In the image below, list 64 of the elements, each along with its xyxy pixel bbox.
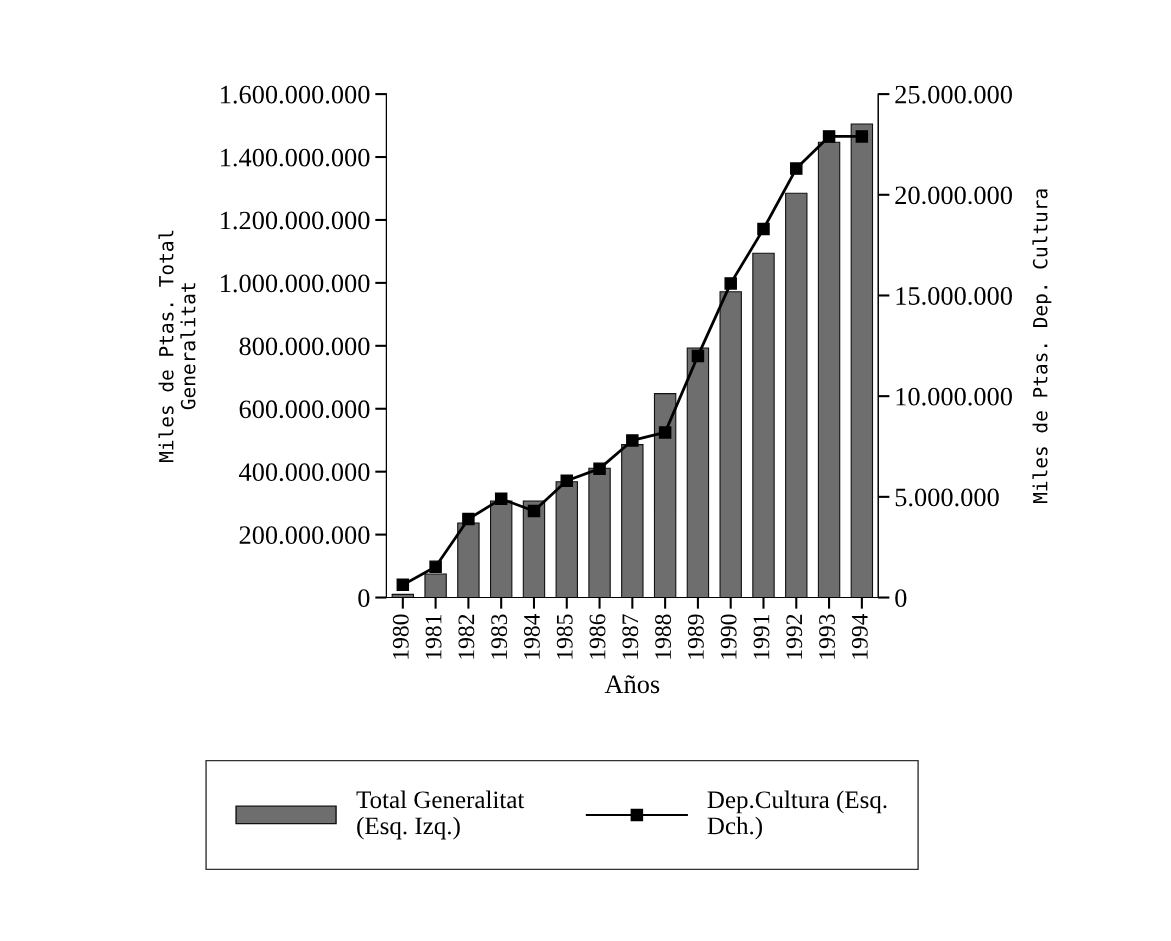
y2-tick-label: 15.000.000 — [896, 287, 1012, 305]
legend-label: Total Generalitat (Esq. Izq.) — [356, 790, 525, 840]
x-tick-label: 1984 — [523, 613, 540, 659]
bar — [719, 291, 742, 598]
bar — [752, 252, 775, 598]
x-tick-label: 1987 — [622, 614, 639, 659]
legend-label: Dep.Cultura (Esq. Dch.) — [707, 790, 887, 840]
x-tick-label: 1981 — [425, 614, 442, 659]
x-tick-label: 1985 — [556, 614, 573, 659]
point — [855, 130, 869, 143]
y2-tick-label: 0 — [895, 589, 907, 607]
y-tick-label: 1.000.000.000 — [221, 274, 370, 293]
y2-tick-label: 25.000.000 — [895, 85, 1012, 104]
y-tick-label: 1.600.000.000 — [221, 85, 370, 104]
x-tick-label: 1989 — [687, 614, 704, 659]
point — [626, 434, 639, 447]
bar — [785, 192, 808, 598]
point — [527, 504, 541, 518]
bar — [653, 393, 677, 598]
x-tick-label: 1982 — [458, 614, 475, 659]
y-tick-label: 600.000.000 — [239, 400, 370, 419]
point — [429, 560, 442, 573]
x-axis-title: Años — [604, 675, 660, 694]
y-tick-label: 1.400.000.000 — [221, 148, 370, 167]
bar — [489, 500, 513, 598]
point — [658, 426, 672, 439]
point — [724, 277, 737, 290]
point — [593, 462, 606, 475]
y-axis-title: Miles de Ptas. Total Generalitat — [158, 230, 196, 463]
x-tick-label: 1988 — [655, 614, 672, 659]
x-tick-label: 1986 — [589, 614, 606, 659]
point — [757, 222, 770, 236]
point — [396, 578, 410, 592]
bar — [850, 123, 874, 598]
bar — [686, 347, 710, 598]
bar — [555, 481, 578, 598]
bar — [424, 573, 447, 598]
point — [560, 474, 574, 487]
x-tick-label: 1991 — [753, 614, 770, 659]
bar — [522, 500, 546, 598]
bar — [457, 522, 480, 598]
bar — [588, 467, 611, 598]
y2-axis-title: Miles de Ptas. Dep. Cultura — [1032, 189, 1052, 504]
point — [494, 492, 508, 506]
y-tick-label: 1.200.000.000 — [221, 211, 370, 230]
y-tick-label: 200.000.000 — [239, 526, 370, 545]
bar — [621, 444, 644, 598]
x-tick-label: 1983 — [491, 614, 508, 659]
point — [822, 130, 836, 143]
y-tick-label: 400.000.000 — [239, 463, 370, 482]
x-tick-label: 1990 — [720, 614, 737, 659]
y-tick-label: 800.000.000 — [239, 337, 370, 356]
y-tick-label: 0 — [358, 589, 370, 607]
point — [790, 162, 803, 175]
bar — [817, 141, 841, 598]
y2-tick-label: 20.000.000 — [895, 186, 1012, 205]
x-tick-label: 1980 — [392, 614, 409, 659]
x-tick-label: 1992 — [786, 614, 803, 659]
point — [691, 349, 705, 363]
y2-tick-label: 10.000.000 — [896, 387, 1012, 406]
point — [462, 512, 475, 526]
x-tick-label: 1994 — [851, 613, 868, 659]
y2-tick-label: 5.000.000 — [895, 488, 999, 507]
x-tick-label: 1993 — [819, 614, 835, 659]
